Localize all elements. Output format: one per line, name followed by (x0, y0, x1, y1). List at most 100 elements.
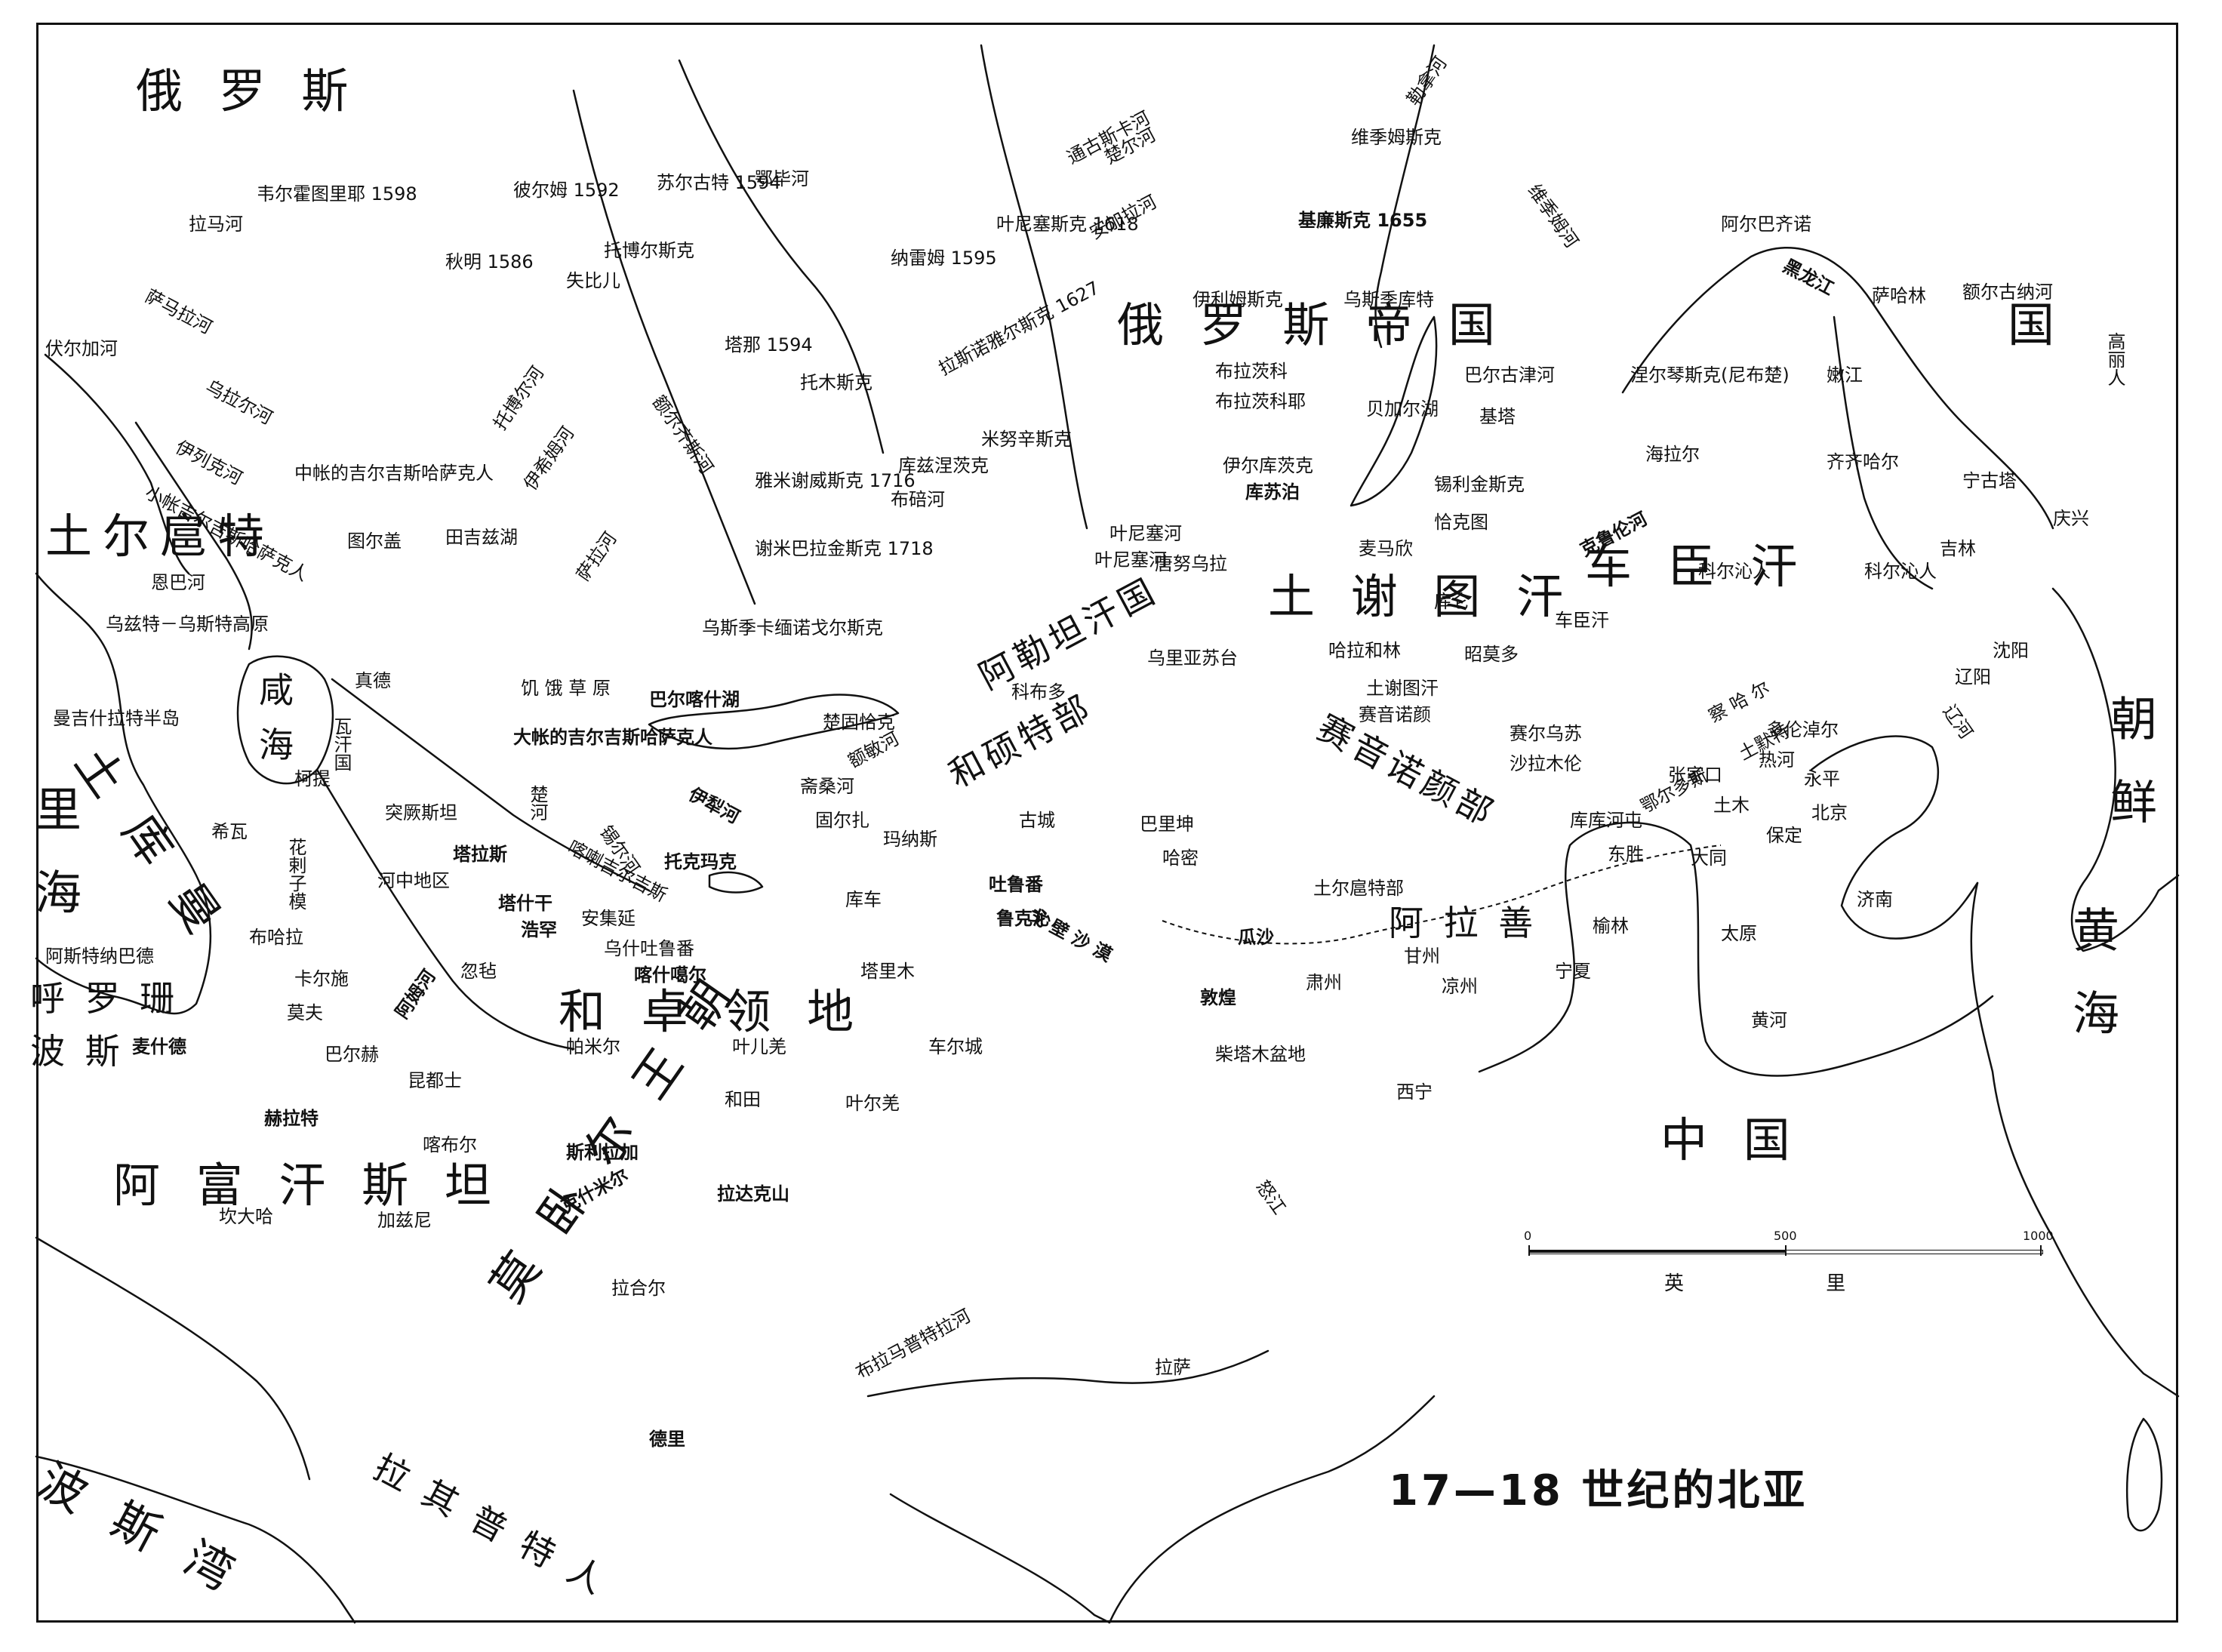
scale-unit: 英 里 (1664, 1272, 1914, 1295)
place-beijing: 北京 (1811, 802, 1848, 823)
region-khojo: 和 卓 领 地 (559, 984, 865, 1039)
place-kyat: 柯提 (294, 768, 331, 789)
place-middle-horde: 中帐的吉尔吉斯哈萨克人 (294, 463, 494, 484)
region-tsaidam: 柴塔木盆地 (1215, 1044, 1306, 1065)
place-vitimsk: 维季姆斯克 (1351, 127, 1442, 148)
region-afghan: 阿 富 汗 斯 坦 (113, 1158, 502, 1213)
place-balkhash: 巴尔喀什湖 (649, 689, 740, 710)
place-gulja: 固尔扎 (815, 810, 869, 831)
balkhash-lake (648, 694, 900, 750)
place-pamir: 帕米尔 (566, 1036, 620, 1057)
place-turgai: 图尔盖 (347, 531, 402, 552)
river-ob: 鄂毕河 (755, 168, 809, 189)
place-mangyshlak: 曼吉什拉特半岛 (53, 708, 180, 729)
place-turpan: 吐鲁番 (989, 874, 1043, 895)
scale-bar: 0 500 1000 英 里 (1524, 1229, 2054, 1295)
bohai-coast (1810, 735, 1979, 940)
yenisei-river (980, 44, 1088, 530)
place-zhende: 真德 (355, 670, 391, 691)
place-suzhou: 肃州 (1306, 972, 1342, 993)
nen-river (1833, 315, 1934, 590)
place-tomsk: 托木斯克 (800, 372, 872, 393)
river-huang: 黄河 (1751, 1010, 1787, 1031)
place-guasha: 瓜沙 (1238, 927, 1274, 948)
caspian-coast (35, 572, 212, 1015)
region-chechen: 车 臣 汗 (1585, 539, 1808, 594)
scale-label-1000: 1000 (2023, 1229, 2054, 1243)
place-kandahar: 坎大哈 (219, 1206, 273, 1227)
place-minusinsk: 米努辛斯克 (981, 429, 1072, 450)
lena-river (1374, 44, 1436, 349)
place-torghut-tribe: 土尔扈特部 (1313, 878, 1404, 899)
place-karakorum: 哈拉和林 (1328, 640, 1401, 661)
place-manas: 玛纳斯 (883, 829, 937, 850)
yellow-river (1478, 821, 1994, 1077)
place-verkhoturye: 韦尔霍图里耶 1598 (257, 183, 417, 205)
place-lahore: 拉合尔 (611, 1278, 666, 1299)
river-kuznets: 库兹涅茨克 (898, 455, 989, 476)
taiwan-island (2125, 1417, 2163, 1532)
scale-tick-0 (1528, 1245, 1530, 1256)
place-great-horde: 大帐的吉尔吉斯哈萨克人 (513, 727, 712, 748)
place-uch-turpan: 乌什吐鲁番 (604, 938, 694, 959)
place-ningxia: 宁夏 (1555, 961, 1591, 982)
region-alashan: 阿 拉 善 (1389, 903, 1538, 943)
place-xining: 西宁 (1396, 1081, 1433, 1103)
scale-bar-fill (1528, 1251, 1785, 1253)
place-tobolsk: 托博尔斯克 (604, 240, 694, 261)
place-yarkand-1: 叶儿羌 (732, 1036, 786, 1057)
place-taiyuan: 太原 (1721, 923, 1757, 944)
place-hailar: 海拉尔 (1645, 444, 1700, 465)
place-ilimsk: 伊利姆斯克 (1193, 289, 1283, 310)
place-albazino: 阿尔巴齐诺 (1721, 214, 1811, 235)
place-barguzin: 巴尔古津河 (1464, 365, 1555, 386)
place-ghazni: 加兹尼 (377, 1210, 432, 1231)
india-east-coast (1108, 1395, 1436, 1624)
place-bukhara: 布哈拉 (249, 927, 303, 948)
region-china: 中 国 (1660, 1112, 1801, 1167)
place-hotan: 和田 (725, 1089, 761, 1110)
place-ganzhou: 甘州 (1404, 946, 1440, 967)
place-yamyshevsk: 雅米谢威斯克 1716 (755, 470, 916, 491)
amu-river (315, 768, 575, 1051)
place-khwarazm: 花剌子模 (285, 838, 306, 910)
river-zaisan: 斋桑河 (800, 776, 854, 797)
amur-river (1621, 246, 2054, 530)
region-korea: 朝 鲜 (2102, 694, 2157, 835)
place-ust-kut: 乌斯季库特 (1343, 289, 1434, 310)
region-khorasan: 呼 罗 珊 (30, 978, 180, 1019)
irtysh-river (572, 89, 756, 605)
place-delhi: 德里 (649, 1429, 685, 1450)
region-qing-heilong: 国 (2008, 297, 2066, 352)
great-wall (1162, 844, 1722, 945)
place-liaoyang: 辽阳 (1955, 666, 1991, 688)
region-tushetu: 土 谢 图 汗 (1268, 569, 1574, 624)
place-hami: 哈密 (1162, 848, 1199, 869)
place-kunduz: 昆都士 (408, 1070, 462, 1091)
scale-tick-1000 (2040, 1245, 2042, 1256)
place-tushetu-khan: 土谢图汗 (1366, 678, 1439, 699)
place-rehe: 热河 (1759, 749, 1795, 771)
place-tashkent: 塔什干 (498, 893, 552, 914)
place-chuguchak: 楚固恰克 (823, 712, 895, 733)
region-khorchin: 科尔沁人 (1864, 561, 1937, 582)
place-nerchinsk: 涅尔琴斯克(尼布楚) (1630, 365, 1790, 386)
scale-label-500: 500 (1774, 1229, 1797, 1243)
river-bukhtarma: 布碚河 (891, 489, 945, 510)
river-volga: 伏尔加河 (45, 338, 118, 359)
river-lama: 拉马河 (189, 214, 243, 235)
place-sibir: 失比儿 (566, 270, 620, 291)
place-lukqun: 鲁克沁 (996, 908, 1051, 929)
place-maimachin: 麦马欣 (1359, 538, 1413, 559)
issyk-kul (708, 871, 764, 894)
place-tarim: 塔里木 (860, 961, 915, 982)
ob-river (678, 59, 885, 454)
river-nen: 嫩江 (1827, 365, 1863, 386)
place-uliastai: 乌里亚苏台 (1147, 648, 1238, 669)
place-ningguta: 宁古塔 (1962, 470, 2017, 491)
place-kabul: 喀布尔 (423, 1134, 477, 1155)
place-datong: 大同 (1691, 848, 1727, 869)
place-kucha: 库车 (845, 889, 882, 910)
place-ustyurt: 乌兹特－乌斯特高原 (106, 614, 269, 635)
place-sair-usu: 赛尔乌苏 (1510, 723, 1582, 744)
